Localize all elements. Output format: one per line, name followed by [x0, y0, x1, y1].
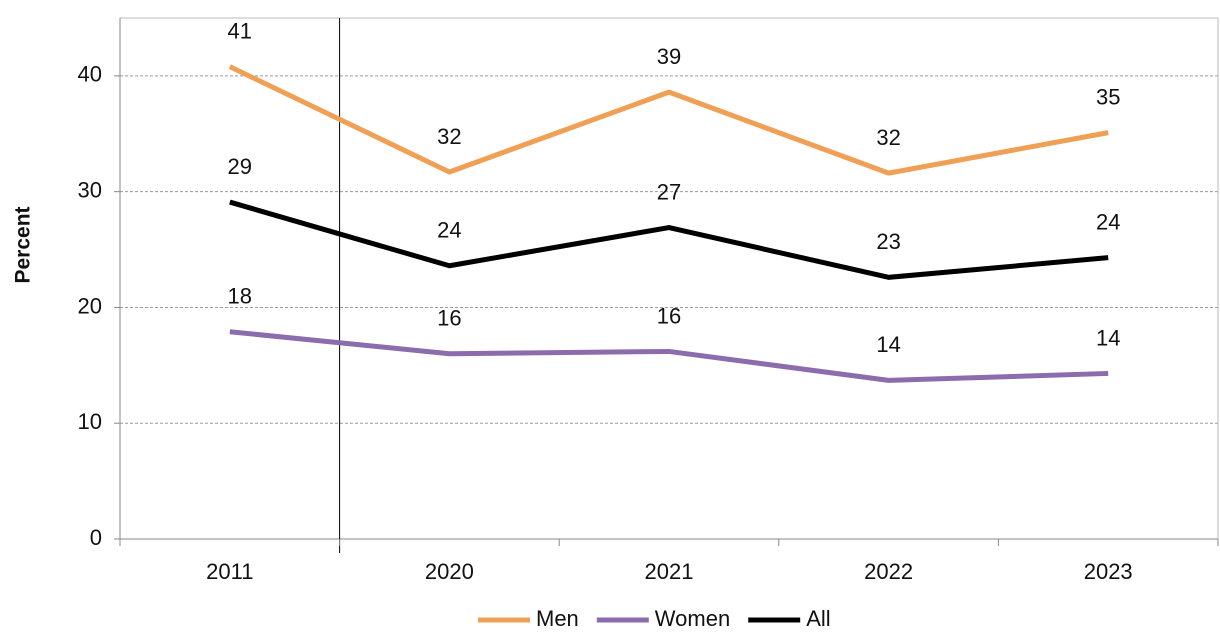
data-label: 24 [1096, 209, 1120, 234]
legend-label: All [806, 606, 830, 631]
y-axis-label: Percent [12, 206, 35, 283]
y-tick-label: 0 [90, 525, 102, 550]
series-line [229, 329, 1109, 383]
data-label: 16 [657, 303, 681, 328]
data-label: 27 [657, 179, 681, 204]
series-line [228, 64, 1109, 176]
data-label: 18 [228, 284, 252, 309]
y-tick-label: 20 [78, 293, 102, 318]
data-label: 32 [876, 125, 900, 150]
data-label: 39 [657, 44, 681, 69]
data-label: 41 [228, 18, 252, 43]
data-label: 24 [437, 218, 461, 243]
data-label: 32 [437, 124, 461, 149]
series-line [229, 199, 1109, 280]
data-label: 14 [1096, 325, 1120, 350]
legend-label: Men [536, 606, 579, 631]
legend-label: Women [655, 606, 730, 631]
x-tick-label: 2022 [864, 559, 913, 584]
x-tick-label: 2023 [1084, 559, 1133, 584]
x-tick-label: 2021 [645, 559, 694, 584]
data-label: 14 [876, 332, 900, 357]
data-label: 29 [228, 154, 252, 179]
y-tick-label: 40 [78, 62, 102, 87]
data-label: 16 [437, 306, 461, 331]
data-label: 23 [876, 229, 900, 254]
x-tick-label: 2020 [425, 559, 474, 584]
y-tick-label: 30 [78, 177, 102, 202]
data-label: 35 [1096, 84, 1120, 109]
x-tick-label: 2011 [206, 559, 253, 584]
y-tick-label: 10 [78, 409, 102, 434]
